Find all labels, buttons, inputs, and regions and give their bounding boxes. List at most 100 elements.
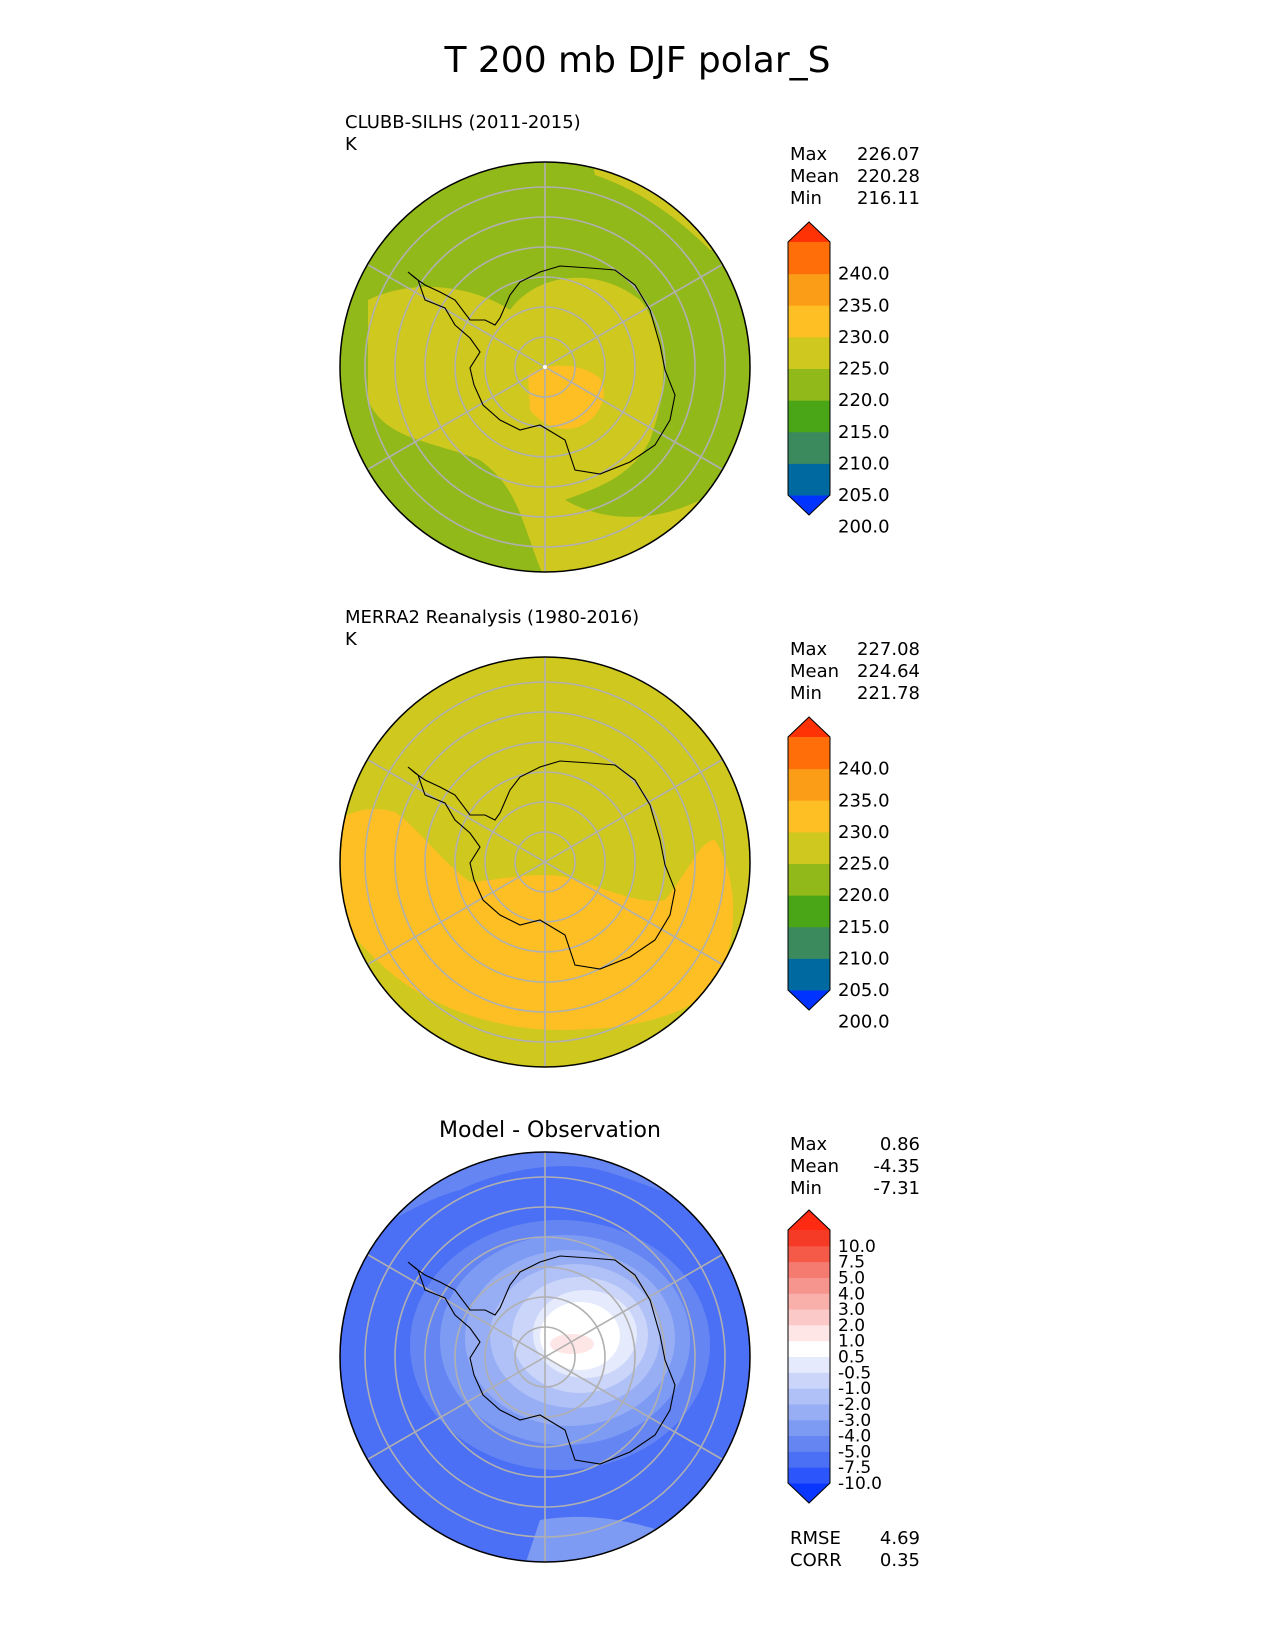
panel3-mean-row: Mean -4.35 [790, 1156, 920, 1178]
max-label: Max [790, 1134, 828, 1155]
max-value: 226.07 [857, 144, 920, 165]
colorbar-tick-label: -4.0 [838, 1427, 871, 1447]
colorbar-tick-label: 5.0 [838, 1268, 865, 1288]
min-value: 216.11 [857, 188, 920, 209]
panel3-min-row: Min -7.31 [790, 1178, 920, 1200]
colorbar-tick-label: 205.0 [838, 980, 890, 1001]
colorbar-tick-label: 10.0 [838, 1237, 876, 1257]
colorbar-bin [788, 431, 830, 464]
max-value: 0.86 [879, 1134, 920, 1155]
max-label: Max [790, 144, 828, 165]
colorbar-bin [788, 336, 830, 369]
colorbar-tick-label: 210.0 [838, 453, 890, 474]
colorbar-bin [788, 1309, 830, 1326]
colorbar-tick-label: 215.0 [838, 422, 890, 443]
mean-value: -4.35 [873, 1156, 920, 1177]
panel1-max-row: Max 226.07 [790, 144, 920, 166]
corr-label: CORR [790, 1550, 842, 1571]
panel2-max-row: Max 227.08 [790, 639, 920, 661]
colorbar-tick-label: 2.0 [838, 1316, 865, 1336]
colorbar-tick-label: 4.0 [838, 1284, 865, 1304]
colorbar-bin [788, 242, 830, 275]
colorbar-bin [788, 958, 830, 991]
colorbar-bin [788, 1277, 830, 1294]
colorbar-tick-label: 225.0 [838, 359, 890, 380]
coastline [407, 265, 676, 475]
colorbar-tick-label: 220.0 [838, 885, 890, 906]
colorbar-3: 10.07.55.04.03.02.01.00.5-0.5-1.0-2.0-3.… [787, 1209, 882, 1504]
graticule [364, 1152, 726, 1562]
panel1-min-row: Min 216.11 [790, 188, 920, 210]
panel1-title: CLUBB-SILHS (2011-2015) [345, 112, 581, 133]
colorbar-tick-label: 215.0 [838, 917, 890, 938]
map-boundary [339, 1151, 751, 1563]
colorbar-tick-label: -1.0 [838, 1379, 871, 1399]
colorbar-tick-label: 200.0 [838, 517, 890, 538]
panel1-units: K [345, 134, 357, 155]
colorbar-tick-label: 7.5 [838, 1253, 865, 1273]
colorbar-extend-min [788, 990, 830, 1010]
colorbar-tick-label: 1.0 [838, 1332, 865, 1352]
min-label: Min [790, 188, 822, 209]
map-panel-3: 10.07.55.04.03.02.01.00.5-0.5-1.0-2.0-3.… [339, 1151, 882, 1563]
colorbar-extend-min [788, 1483, 830, 1503]
min-value: 221.78 [857, 683, 920, 704]
colorbar-outline [787, 1209, 831, 1504]
colorbar-bin [788, 463, 830, 496]
colorbar-bin [788, 273, 830, 306]
colorbar-tick-label: 220.0 [838, 390, 890, 411]
max-label: Max [790, 639, 828, 660]
field-region-225-230 [340, 809, 734, 1030]
rmse-row: RMSE 4.69 [790, 1528, 920, 1550]
colorbar-tick-label: 230.0 [838, 822, 890, 843]
colorbar-tick-label: -10.0 [838, 1474, 882, 1494]
coastline [407, 760, 676, 970]
figure-title: T 200 mb DJF polar_S [444, 40, 831, 81]
colorbar-tick-label: 240.0 [838, 264, 890, 285]
panel2-title: MERRA2 Reanalysis (1980-2016) [345, 607, 640, 628]
corr-row: CORR 0.35 [790, 1550, 920, 1572]
mean-label: Mean [790, 661, 840, 682]
colorbar-tick-label: -3.0 [838, 1411, 871, 1431]
colorbar-bin [788, 400, 830, 433]
colorbar-bin [788, 800, 830, 833]
corr-value: 0.35 [879, 1550, 920, 1571]
colorbar-extend-min [788, 495, 830, 515]
map-boundary [339, 656, 751, 1068]
colorbar-tick-label: 200.0 [838, 1012, 890, 1033]
colorbar-extend-max [788, 222, 830, 242]
colorbar-bin [788, 1372, 830, 1389]
graticule [364, 657, 726, 1067]
mean-label: Mean [790, 1156, 840, 1177]
colorbar-bin [788, 1403, 830, 1421]
colorbar-extend-max [788, 717, 830, 737]
max-value: 227.08 [857, 639, 920, 660]
colorbar-tick-label: -2.0 [838, 1395, 871, 1415]
rmse-label: RMSE [790, 1528, 841, 1549]
colorbar-bin [788, 1340, 830, 1357]
colorbar-tick-label: 240.0 [838, 759, 890, 780]
colorbar-outline [787, 221, 831, 516]
mean-label: Mean [790, 166, 840, 187]
map-panel-2: 240.0 235.0 230.0 225.0 220.0 215.0 210.0 205.0… [339, 656, 890, 1068]
colorbar-tick-label: -7.5 [838, 1458, 871, 1478]
colorbar-bin [788, 1245, 830, 1263]
colorbar-extend-max [788, 1210, 830, 1230]
colorbar-outline [787, 716, 831, 1011]
rmse-value: 4.69 [879, 1528, 920, 1549]
colorbar-tick-label: 235.0 [838, 295, 890, 316]
colorbar-bin [788, 1293, 830, 1310]
colorbar-bin [788, 926, 830, 959]
colorbar-bin [788, 831, 830, 864]
colorbar-bin [788, 895, 830, 928]
colorbar-bin [788, 1356, 830, 1373]
colorbar-tick-label: 0.5 [838, 1348, 865, 1368]
panel1-mean-row: Mean 220.28 [790, 166, 920, 188]
colorbar-tick-label: 225.0 [838, 854, 890, 875]
panel3-max-row: Max 0.86 [790, 1134, 920, 1156]
colorbar-bin [788, 1261, 830, 1278]
panel2-min-row: Min 221.78 [790, 683, 920, 705]
colorbar-bin [788, 1435, 830, 1452]
colorbar-bin [788, 1388, 830, 1405]
